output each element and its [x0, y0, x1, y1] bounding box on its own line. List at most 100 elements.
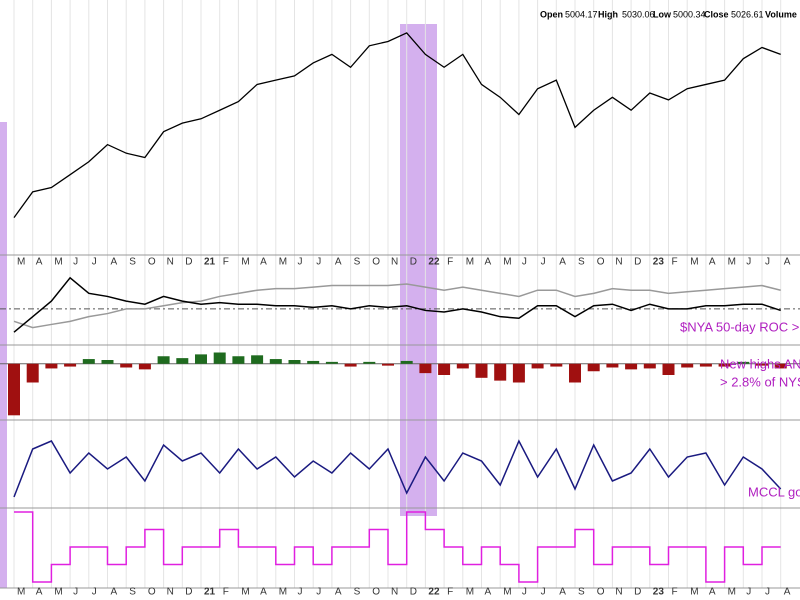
x-tick-label: 22: [428, 257, 440, 268]
x-tick-label: D: [634, 257, 641, 268]
bar: [699, 363, 712, 367]
bar: [64, 363, 77, 367]
x-tick-label: A: [784, 587, 791, 598]
x-tick-label: M: [503, 587, 511, 598]
highlight: [400, 24, 437, 516]
bar: [232, 356, 245, 364]
x-tick-label: F: [447, 257, 453, 268]
x-tick-label: O: [372, 587, 380, 598]
bar: [157, 356, 170, 364]
bar: [550, 363, 563, 367]
x-tick-label: O: [597, 587, 605, 598]
bar: [82, 359, 95, 364]
bar: [400, 360, 413, 364]
bar: [587, 363, 600, 372]
x-tick-label: M: [279, 587, 287, 598]
x-tick-label: A: [335, 587, 342, 598]
x-tick-label: A: [335, 257, 342, 268]
x-tick-label: N: [391, 587, 398, 598]
x-tick-label: F: [672, 257, 678, 268]
x-tick-label: F: [223, 257, 229, 268]
line: [13, 439, 782, 498]
bar: [456, 363, 469, 369]
x-tick-label: F: [672, 587, 678, 598]
bar: [101, 360, 114, 364]
x-tick-label: S: [354, 587, 361, 598]
bar: [494, 363, 507, 381]
bar: [344, 363, 357, 367]
bar: [269, 359, 282, 364]
volume-label: Volume: [765, 9, 797, 19]
x-tick-label: A: [36, 587, 43, 598]
bar: [774, 363, 787, 369]
x-tick-label: F: [223, 587, 229, 598]
x-tick-label: J: [746, 587, 751, 598]
x-tick-label: J: [541, 587, 546, 598]
x-tick-label: A: [111, 587, 118, 598]
x-tick-label: J: [92, 587, 97, 598]
x-tick-label: J: [316, 587, 321, 598]
bar: [120, 363, 133, 368]
x-tick-label: M: [241, 587, 249, 598]
x-tick-label: S: [578, 257, 585, 268]
x-tick-label: M: [279, 257, 287, 268]
x-tick-label: M: [17, 587, 25, 598]
annotation: $NYA 50-day ROC >: [680, 319, 799, 334]
x-tick-label: 23: [653, 587, 665, 598]
bar: [718, 363, 731, 367]
x-tick-label: F: [447, 587, 453, 598]
x-tick-label: A: [709, 587, 716, 598]
x-tick-label: A: [709, 257, 716, 268]
bar: [325, 361, 338, 364]
x-tick-label: J: [746, 257, 751, 268]
bar: [569, 363, 581, 383]
high-label: High: [598, 9, 618, 19]
x-tick-label: 21: [204, 257, 216, 268]
x-tick-label: A: [260, 587, 267, 598]
x-tick-label: M: [690, 257, 698, 268]
bar: [606, 363, 619, 368]
x-tick-label: 23: [653, 257, 665, 268]
x-tick-label: S: [129, 587, 136, 598]
bar: [176, 358, 189, 364]
x-tick-label: A: [111, 257, 118, 268]
bar: [138, 363, 151, 370]
x-tick-label: S: [578, 587, 585, 598]
high: 5030.06: [622, 9, 655, 19]
x-tick-label: M: [690, 587, 698, 598]
x-tick-label: J: [73, 257, 78, 268]
x-tick-label: J: [765, 587, 770, 598]
line: [13, 32, 781, 219]
close: 5026.61: [731, 9, 764, 19]
open: 5004.17: [565, 9, 598, 19]
x-tick-label: D: [185, 257, 192, 268]
x-tick-label: S: [354, 257, 361, 268]
bar: [531, 363, 544, 369]
bar: [251, 355, 264, 364]
bar: [213, 352, 226, 364]
header: Open 5004.17 High 5030.06 Low 5000.34 Cl…: [540, 9, 797, 19]
x-tick-label: J: [73, 587, 78, 598]
x-tick-label: N: [615, 587, 622, 598]
bar: [512, 363, 525, 383]
x-tick-label: A: [260, 257, 267, 268]
bar: [307, 360, 320, 364]
x-tick-label: N: [167, 587, 174, 598]
x-tick-label: M: [503, 257, 511, 268]
x-tick-label: D: [410, 257, 417, 268]
line: [13, 283, 781, 329]
x-tick-label: A: [559, 587, 566, 598]
bar: [662, 363, 675, 375]
bar: [643, 363, 656, 369]
x-tick-label: M: [728, 587, 736, 598]
x-tick-label: A: [485, 587, 492, 598]
bar: [195, 354, 207, 364]
x-tick-label: A: [559, 257, 566, 268]
bar: [475, 363, 488, 378]
x-tick-label: M: [241, 257, 249, 268]
x-tick-label: J: [92, 257, 97, 268]
bar: [45, 363, 58, 369]
bar: [681, 363, 694, 368]
x-tick-label: A: [36, 257, 43, 268]
